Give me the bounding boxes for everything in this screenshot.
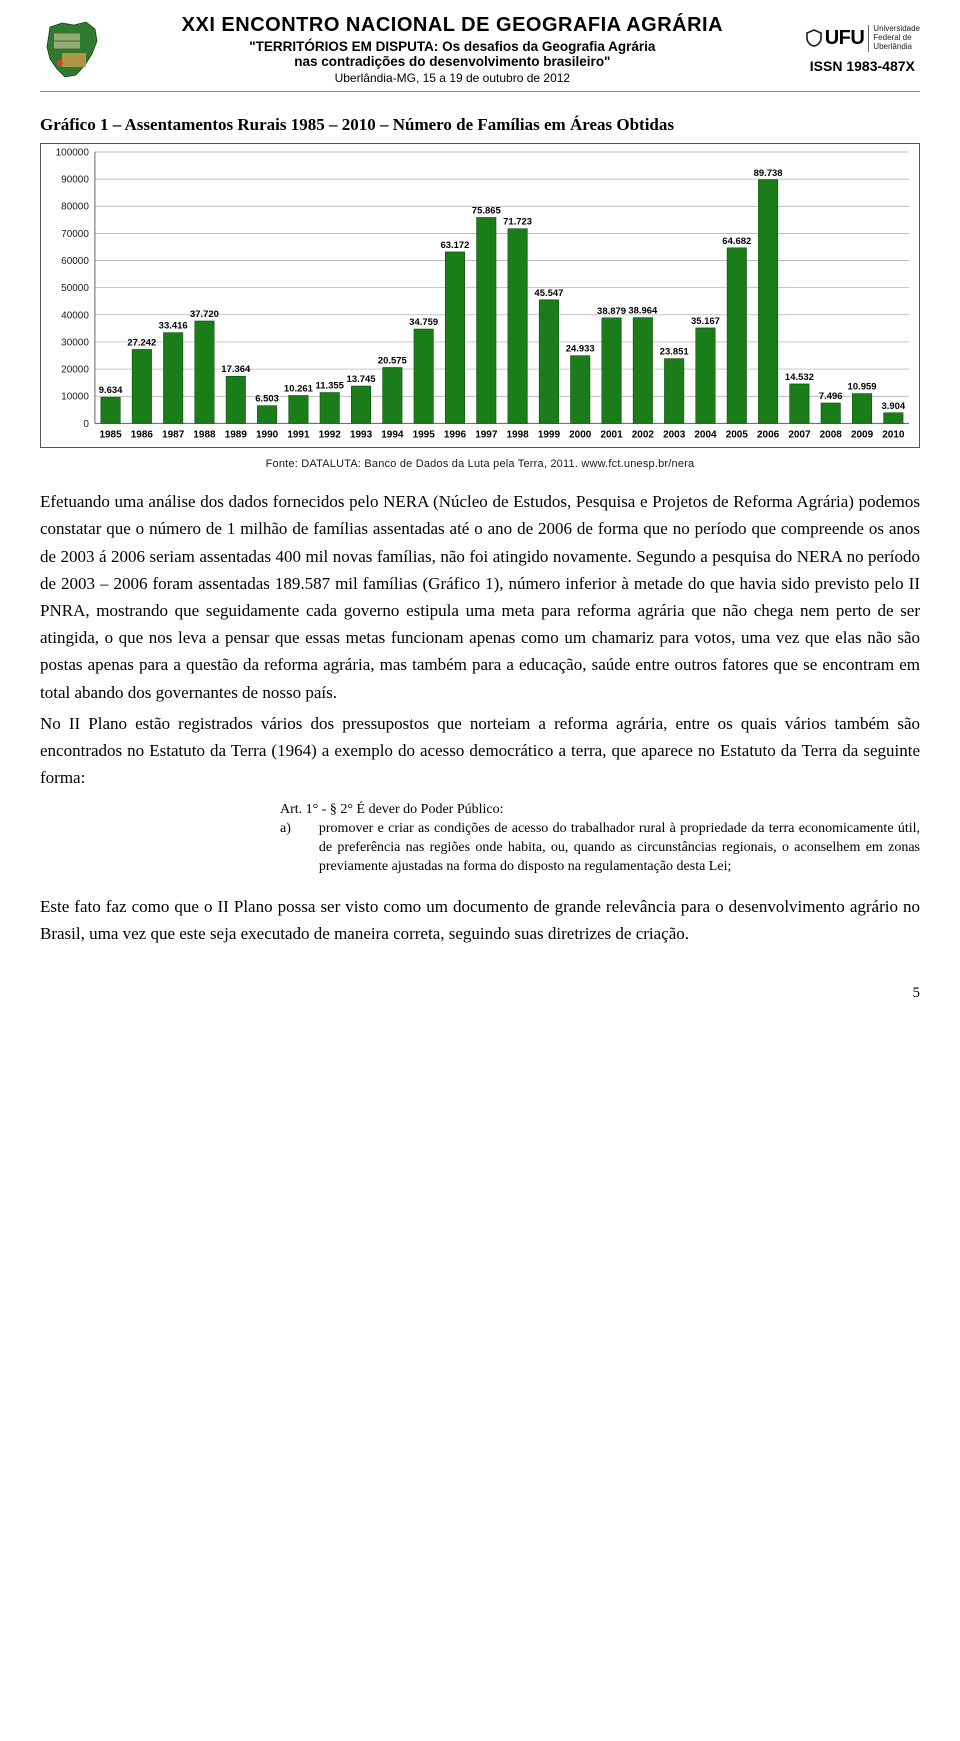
quote-item-a-text: promover e criar as condições de acesso … (319, 820, 920, 877)
svg-text:2003: 2003 (663, 429, 686, 440)
svg-text:1998: 1998 (507, 429, 530, 440)
svg-text:10000: 10000 (61, 392, 89, 403)
svg-text:2006: 2006 (757, 429, 780, 440)
quote-heading: Art. 1° - § 2° É dever do Poder Público: (280, 801, 920, 820)
svg-text:17.364: 17.364 (221, 364, 251, 375)
brazil-map-icon (40, 19, 100, 81)
bar-chart-container: 0 10000 20000 30000 40000 50000 60000 70000 8000… (40, 143, 920, 448)
ufu-fullname: Universidade Federal de Uberlândia (868, 25, 920, 51)
svg-text:2002: 2002 (632, 429, 655, 440)
svg-text:20.575: 20.575 (378, 355, 407, 366)
svg-text:40000: 40000 (61, 310, 89, 321)
paragraph-2: No II Plano estão registrados vários dos… (40, 710, 920, 792)
svg-text:37.720: 37.720 (190, 309, 219, 320)
svg-text:1995: 1995 (413, 429, 436, 440)
svg-text:2010: 2010 (882, 429, 905, 440)
svg-text:1991: 1991 (287, 429, 310, 440)
svg-text:14.532: 14.532 (785, 372, 814, 383)
svg-text:70000: 70000 (61, 229, 89, 240)
svg-text:7.496: 7.496 (819, 391, 843, 402)
svg-text:0: 0 (83, 419, 89, 430)
svg-text:20000: 20000 (61, 365, 89, 376)
svg-text:63.172: 63.172 (440, 240, 469, 251)
ufu-shield-icon (805, 29, 823, 47)
svg-text:1992: 1992 (319, 429, 342, 440)
svg-text:10.959: 10.959 (848, 382, 877, 393)
svg-text:38.879: 38.879 (597, 306, 626, 317)
conference-subtitle-2: nas contradições do desenvolvimento bras… (108, 54, 797, 69)
svg-text:2004: 2004 (694, 429, 717, 440)
paragraph-3: Este fato faz como que o II Plano possa … (40, 893, 920, 947)
svg-text:30000: 30000 (61, 337, 89, 348)
chart-source: Fonte: DATALUTA: Banco de Dados da Luta … (40, 458, 920, 470)
svg-text:2007: 2007 (788, 429, 811, 440)
statute-quote: Art. 1° - § 2° É dever do Poder Público:… (280, 801, 920, 877)
svg-text:80000: 80000 (61, 202, 89, 213)
header-right: UFU Universidade Federal de Uberlândia I… (805, 25, 920, 73)
svg-text:3.904: 3.904 (881, 401, 905, 412)
svg-text:45.547: 45.547 (534, 288, 563, 299)
svg-text:10.261: 10.261 (284, 383, 313, 394)
svg-text:100000: 100000 (56, 147, 90, 158)
svg-text:75.865: 75.865 (472, 205, 501, 216)
svg-text:33.416: 33.416 (159, 321, 188, 332)
page-number: 5 (40, 985, 920, 1002)
header-center: XXI ENCONTRO NACIONAL DE GEOGRAFIA AGRÁR… (108, 14, 797, 85)
quote-item-a: a) promover e criar as condições de aces… (280, 820, 920, 877)
bar-chart: 0 10000 20000 30000 40000 50000 60000 70000 8000… (41, 144, 919, 447)
svg-text:50000: 50000 (61, 283, 89, 294)
svg-text:71.723: 71.723 (503, 217, 532, 228)
svg-text:1987: 1987 (162, 429, 185, 440)
chart-title: Gráfico 1 – Assentamentos Rurais 1985 – … (40, 114, 920, 137)
svg-text:1999: 1999 (538, 429, 561, 440)
page-header: XXI ENCONTRO NACIONAL DE GEOGRAFIA AGRÁR… (40, 0, 920, 92)
svg-text:35.167: 35.167 (691, 316, 720, 327)
paragraph-1: Efetuando uma análise dos dados fornecid… (40, 488, 920, 706)
svg-text:13.745: 13.745 (347, 374, 376, 385)
svg-text:1985: 1985 (99, 429, 122, 440)
svg-text:1996: 1996 (444, 429, 467, 440)
ufu-mark: UFU (805, 27, 865, 50)
svg-text:27.242: 27.242 (127, 337, 156, 348)
svg-text:89.738: 89.738 (754, 168, 783, 179)
conference-location: Uberlândia-MG, 15 a 19 de outubro de 201… (108, 71, 797, 85)
svg-text:1990: 1990 (256, 429, 279, 440)
svg-text:2009: 2009 (851, 429, 874, 440)
svg-text:2001: 2001 (600, 429, 623, 440)
body-text: Efetuando uma análise dos dados fornecid… (40, 488, 920, 947)
svg-text:2000: 2000 (569, 429, 592, 440)
svg-text:6.503: 6.503 (255, 394, 279, 405)
svg-text:24.933: 24.933 (566, 344, 595, 355)
header-map-icon (40, 19, 100, 81)
ufu-logo: UFU Universidade Federal de Uberlândia (805, 25, 920, 51)
svg-text:9.634: 9.634 (99, 385, 123, 396)
svg-text:90000: 90000 (61, 175, 89, 186)
conference-title: XXI ENCONTRO NACIONAL DE GEOGRAFIA AGRÁR… (108, 14, 797, 37)
issn: ISSN 1983-487X (810, 58, 915, 74)
svg-text:1994: 1994 (381, 429, 404, 440)
svg-text:60000: 60000 (61, 256, 89, 267)
svg-text:2008: 2008 (820, 429, 843, 440)
svg-text:1986: 1986 (131, 429, 154, 440)
conference-subtitle-1: "TERRITÓRIOS EM DISPUTA: Os desafios da … (108, 39, 797, 54)
svg-text:23.851: 23.851 (660, 347, 689, 358)
ufu-text: UFU (825, 27, 865, 50)
svg-text:11.355: 11.355 (316, 380, 344, 391)
svg-text:1997: 1997 (475, 429, 498, 440)
svg-text:38.964: 38.964 (628, 306, 658, 317)
svg-text:64.682: 64.682 (722, 236, 751, 247)
svg-text:1988: 1988 (193, 429, 216, 440)
svg-text:1993: 1993 (350, 429, 373, 440)
quote-item-a-label: a) (280, 820, 291, 877)
svg-text:2005: 2005 (726, 429, 749, 440)
svg-text:34.759: 34.759 (409, 317, 438, 328)
svg-text:1989: 1989 (225, 429, 248, 440)
